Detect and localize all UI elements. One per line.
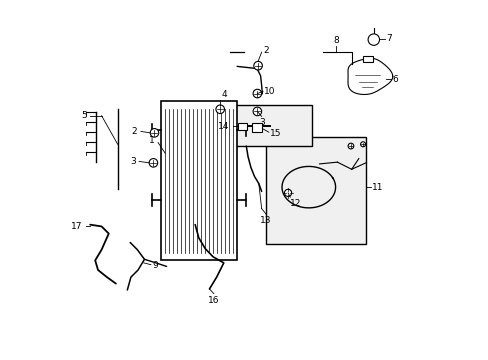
- Text: 11: 11: [372, 183, 383, 192]
- Circle shape: [216, 105, 224, 113]
- Text: 1: 1: [149, 136, 155, 145]
- Bar: [233, 105, 312, 146]
- Bar: [265, 137, 365, 244]
- Polygon shape: [347, 58, 392, 94]
- Text: 5: 5: [81, 111, 86, 120]
- Circle shape: [150, 129, 159, 137]
- Text: 15: 15: [269, 129, 281, 138]
- Text: 16: 16: [207, 296, 219, 305]
- Circle shape: [284, 189, 291, 197]
- Text: 3: 3: [259, 118, 264, 127]
- Circle shape: [253, 89, 261, 98]
- Circle shape: [253, 107, 261, 116]
- Circle shape: [149, 158, 157, 167]
- Bar: [238, 123, 247, 130]
- Text: 14: 14: [218, 122, 229, 131]
- Text: 13: 13: [260, 216, 271, 225]
- Bar: [362, 56, 372, 62]
- Text: 10: 10: [264, 87, 275, 96]
- Text: 8: 8: [332, 36, 338, 45]
- Text: 12: 12: [290, 199, 301, 208]
- Text: 9: 9: [152, 261, 158, 270]
- Text: 3: 3: [129, 157, 135, 166]
- Text: 17: 17: [70, 222, 82, 231]
- Text: 6: 6: [391, 75, 397, 84]
- Text: 7: 7: [385, 35, 391, 44]
- Text: 2: 2: [263, 46, 268, 55]
- Circle shape: [360, 142, 365, 147]
- Circle shape: [347, 143, 353, 149]
- Bar: [252, 123, 262, 132]
- Text: 4: 4: [221, 90, 226, 99]
- Bar: [160, 102, 237, 260]
- Circle shape: [253, 62, 262, 70]
- Text: 2: 2: [131, 127, 137, 136]
- Circle shape: [367, 34, 379, 45]
